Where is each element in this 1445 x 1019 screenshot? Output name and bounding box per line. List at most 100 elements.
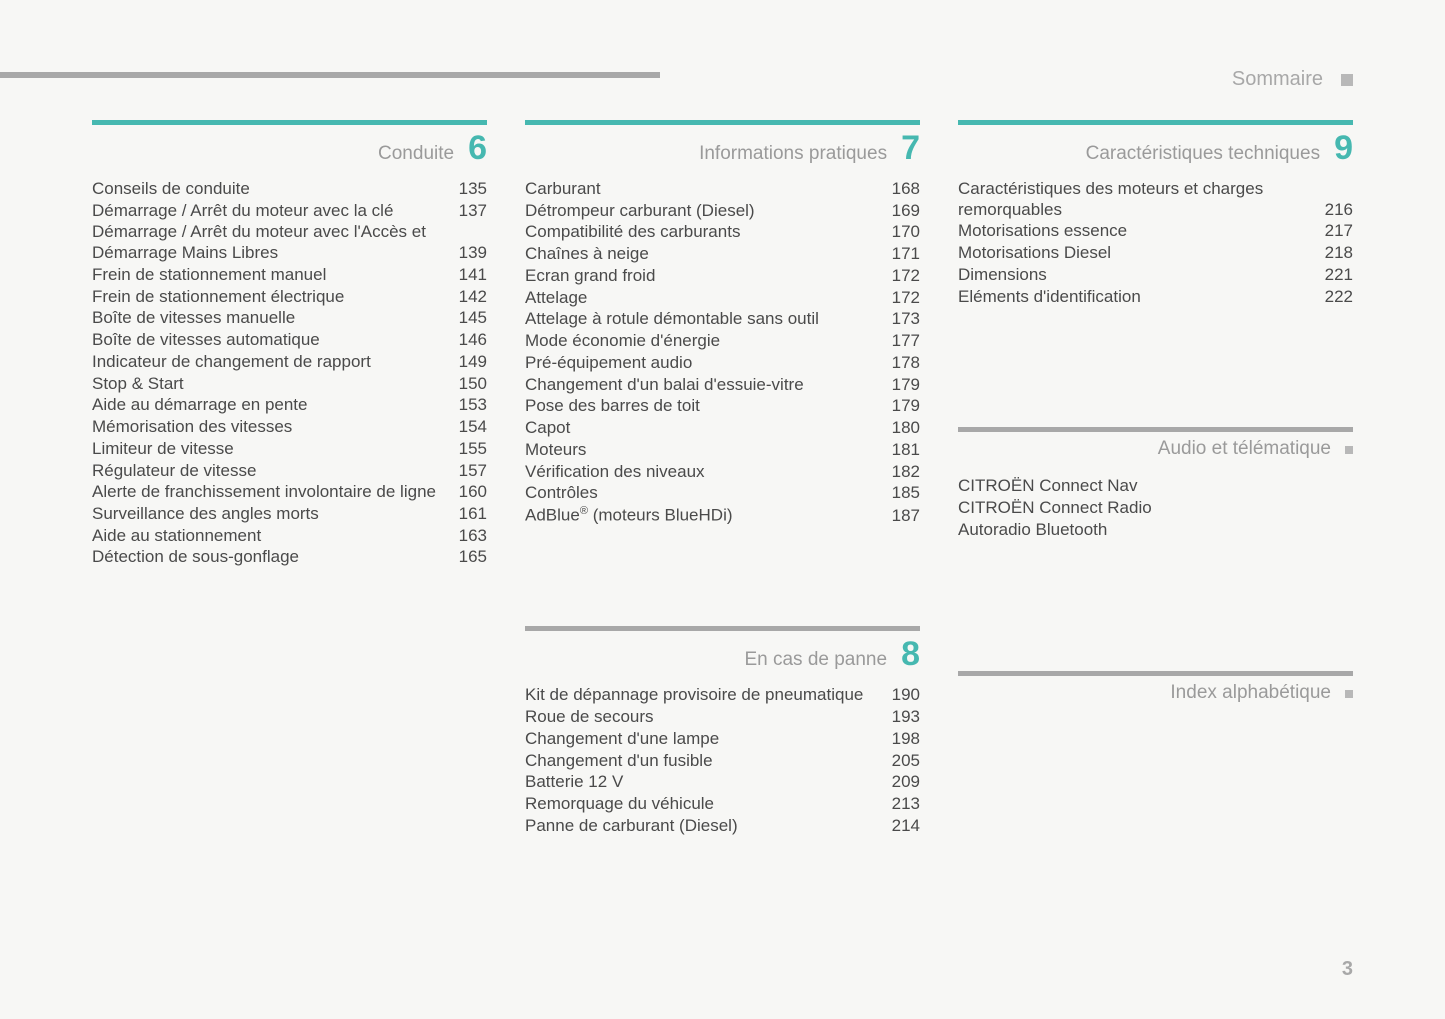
header-square-icon xyxy=(1341,74,1353,86)
toc-page: 155 xyxy=(459,439,487,460)
toc-row[interactable]: Batterie 12 V209 xyxy=(525,772,920,793)
toc-page: 185 xyxy=(892,483,920,504)
toc-label: Aide au stationnement xyxy=(92,526,459,547)
toc-row[interactable]: Dimensions221 xyxy=(958,265,1353,286)
toc-page: 146 xyxy=(459,330,487,351)
toc-page: 179 xyxy=(892,375,920,396)
toc-row[interactable]: Kit de dépannage provisoire de pneumatiq… xyxy=(525,685,920,706)
toc-row[interactable]: Frein de stationnement manuel141 xyxy=(92,265,487,286)
toc-row[interactable]: Limiteur de vitesse155 xyxy=(92,439,487,460)
toc-page: 171 xyxy=(892,244,920,265)
toc-label: Indicateur de changement de rapport xyxy=(92,352,459,373)
toc-row[interactable]: Indicateur de changement de rapport149 xyxy=(92,352,487,373)
toc-row[interactable]: Stop & Start150 xyxy=(92,374,487,395)
toc-list: Carburant168Détrompeur carburant (Diesel… xyxy=(525,179,920,526)
section-header: Caractéristiques techniques 9 xyxy=(958,120,1353,165)
toc-row[interactable]: Détrompeur carburant (Diesel)169 xyxy=(525,201,920,222)
toc-label: Attelage xyxy=(525,288,892,309)
toc-row[interactable]: Attelage172 xyxy=(525,288,920,309)
toc-list: Caractéristiques des moteurs et charges … xyxy=(958,179,1353,307)
toc-row[interactable]: Carburant168 xyxy=(525,179,920,200)
toc-label: Eléments d'identification xyxy=(958,287,1325,308)
section-title: Caractéristiques techniques xyxy=(958,143,1320,165)
toc-label: Conseils de conduite xyxy=(92,179,459,200)
toc-row[interactable]: Attelage à rotule démontable sans outil1… xyxy=(525,309,920,330)
toc-page: 160 xyxy=(459,482,487,503)
toc-page: 213 xyxy=(892,794,920,815)
toc-label: Caractéristiques des moteurs et charges … xyxy=(958,179,1325,220)
toc-label: Vérification des niveaux xyxy=(525,462,892,483)
toc-label: Motorisations Diesel xyxy=(958,243,1325,264)
column-right: Caractéristiques techniques9Caractéristi… xyxy=(958,120,1353,887)
header-title: Sommaire xyxy=(1232,68,1323,91)
toc-label: Carburant xyxy=(525,179,892,200)
toc-label: Changement d'un balai d'essuie-vitre xyxy=(525,375,892,396)
toc-row[interactable]: Motorisations essence217 xyxy=(958,221,1353,242)
toc-row[interactable]: Chaînes à neige171 xyxy=(525,244,920,265)
toc-row[interactable]: Frein de stationnement électrique142 xyxy=(92,287,487,308)
toc-row[interactable]: Panne de carburant (Diesel)214 xyxy=(525,816,920,837)
toc-label: Ecran grand froid xyxy=(525,266,892,287)
toc-label: Motorisations essence xyxy=(958,221,1325,242)
page-number: 3 xyxy=(1342,958,1353,981)
toc-section-s7: Informations pratiques7 Carburant168Détro… xyxy=(525,120,920,526)
toc-label: Changement d'un fusible xyxy=(525,751,892,772)
section-dot-icon xyxy=(1345,446,1353,454)
toc-row[interactable]: Mémorisation des vitesses154 xyxy=(92,417,487,438)
toc-row[interactable]: Mode économie d'énergie177 xyxy=(525,331,920,352)
toc-label: Roue de secours xyxy=(525,707,892,728)
toc-row[interactable]: Détection de sous-gonflage165 xyxy=(92,547,487,568)
toc-row[interactable]: Aide au démarrage en pente153 xyxy=(92,395,487,416)
toc-row[interactable]: Capot180 xyxy=(525,418,920,439)
toc-row[interactable]: Roue de secours193 xyxy=(525,707,920,728)
section-header: Audio et télématique xyxy=(958,427,1353,462)
toc-page: 182 xyxy=(892,462,920,483)
toc-row[interactable]: Ecran grand froid172 xyxy=(525,266,920,287)
toc-row[interactable]: CITROËN Connect Radio xyxy=(958,498,1353,519)
toc-row[interactable]: Vérification des niveaux182 xyxy=(525,462,920,483)
toc-label: Panne de carburant (Diesel) xyxy=(525,816,892,837)
toc-label: Contrôles xyxy=(525,483,892,504)
section-title: En cas de panne xyxy=(525,649,887,671)
toc-row[interactable]: Aide au stationnement163 xyxy=(92,526,487,547)
toc-page: 209 xyxy=(892,772,920,793)
toc-row[interactable]: Surveillance des angles morts161 xyxy=(92,504,487,525)
toc-label: Aide au démarrage en pente xyxy=(92,395,459,416)
toc-label: Pose des barres de toit xyxy=(525,396,892,417)
toc-row[interactable]: Changement d'un balai d'essuie-vitre179 xyxy=(525,375,920,396)
toc-page: 172 xyxy=(892,266,920,287)
toc-row[interactable]: Boîte de vitesses automatique146 xyxy=(92,330,487,351)
toc-row[interactable]: Autoradio Bluetooth xyxy=(958,520,1353,541)
toc-row[interactable]: Remorquage du véhicule213 xyxy=(525,794,920,815)
toc-row[interactable]: Motorisations Diesel218 xyxy=(958,243,1353,264)
toc-label: Limiteur de vitesse xyxy=(92,439,459,460)
section-number: 9 xyxy=(1334,131,1353,165)
toc-page: 190 xyxy=(892,685,920,706)
toc-row[interactable]: Démarrage / Arrêt du moteur avec la clé1… xyxy=(92,201,487,222)
toc-label: Compatibilité des carburants xyxy=(525,222,892,243)
toc-row[interactable]: Compatibilité des carburants170 xyxy=(525,222,920,243)
toc-page: 205 xyxy=(892,751,920,772)
toc-label: Autoradio Bluetooth xyxy=(958,520,1353,541)
toc-row[interactable]: Contrôles185 xyxy=(525,483,920,504)
toc-row[interactable]: Changement d'une lampe198 xyxy=(525,729,920,750)
toc-row[interactable]: Alerte de franchissement involontaire de… xyxy=(92,482,487,503)
toc-row[interactable]: Démarrage / Arrêt du moteur avec l'Accès… xyxy=(92,222,487,263)
toc-row[interactable]: Pré-équipement audio178 xyxy=(525,353,920,374)
toc-row[interactable]: Conseils de conduite135 xyxy=(92,179,487,200)
toc-row[interactable]: Caractéristiques des moteurs et charges … xyxy=(958,179,1353,220)
toc-page: 149 xyxy=(459,352,487,373)
toc-row[interactable]: Régulateur de vitesse157 xyxy=(92,461,487,482)
toc-label: Détrompeur carburant (Diesel) xyxy=(525,201,892,222)
toc-label: AdBlue® (moteurs BlueHDi) xyxy=(525,505,892,526)
toc-row[interactable]: CITROËN Connect Nav xyxy=(958,476,1353,497)
toc-row[interactable]: Eléments d'identification222 xyxy=(958,287,1353,308)
toc-list: Conseils de conduite135Démarrage / Arrêt… xyxy=(92,179,487,568)
toc-label: Kit de dépannage provisoire de pneumatiq… xyxy=(525,685,892,706)
toc-row[interactable]: Boîte de vitesses manuelle145 xyxy=(92,308,487,329)
toc-row[interactable]: Pose des barres de toit179 xyxy=(525,396,920,417)
toc-row[interactable]: Moteurs181 xyxy=(525,440,920,461)
section-header: Informations pratiques7 xyxy=(525,120,920,165)
toc-row[interactable]: Changement d'un fusible205 xyxy=(525,751,920,772)
toc-row[interactable]: AdBlue® (moteurs BlueHDi)187 xyxy=(525,505,920,526)
